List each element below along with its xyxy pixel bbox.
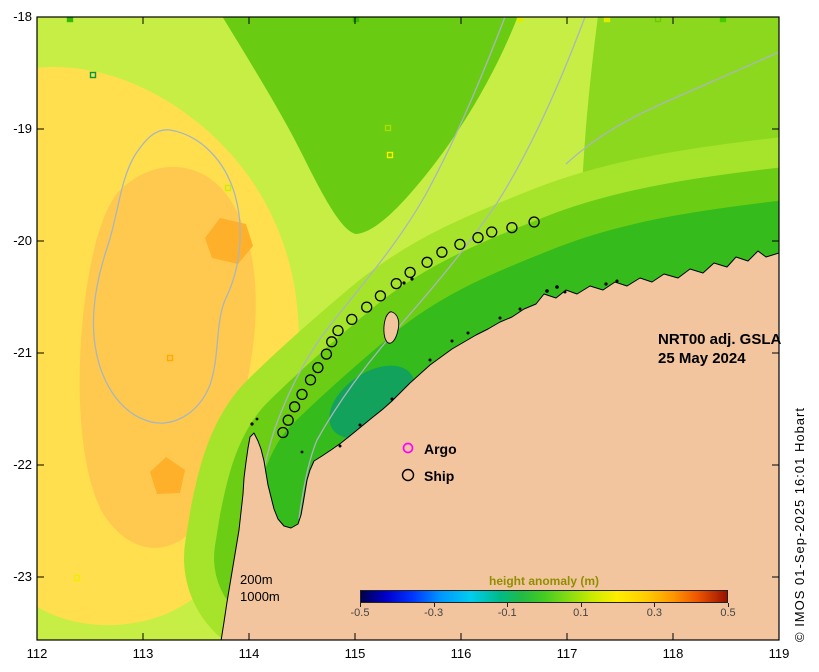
colorbar-tick-label: -0.1 bbox=[497, 607, 517, 619]
obs-marker bbox=[224, 184, 232, 192]
ship-track-point bbox=[374, 290, 387, 302]
obs-marker bbox=[352, 17, 360, 23]
colorbar-tick-mark bbox=[654, 603, 656, 607]
obs-marker bbox=[73, 574, 81, 582]
legend-argo-label: Argo bbox=[424, 441, 457, 457]
anomaly-spot-orange-north bbox=[205, 218, 253, 264]
y-tick-label: -20 bbox=[13, 233, 32, 248]
depth-label-1000m: 1000m bbox=[240, 589, 280, 604]
legend-ship-label: Ship bbox=[424, 468, 455, 484]
obs-marker bbox=[66, 17, 74, 23]
colorbar-tick-label: 0.1 bbox=[573, 607, 589, 619]
map-title-block: NRT00 adj. GSLA 25 May 2024 bbox=[658, 330, 781, 368]
ship-track-point bbox=[421, 256, 433, 268]
plot-border bbox=[36, 16, 780, 641]
anomaly-spot-orange-south bbox=[150, 457, 185, 494]
x-tick-label: 119 bbox=[768, 646, 790, 661]
obs-marker bbox=[516, 17, 524, 23]
coastline-land bbox=[220, 250, 779, 640]
ship-track-point bbox=[506, 221, 518, 234]
ship-track-point bbox=[436, 246, 448, 258]
y-tick-label: -18 bbox=[13, 9, 32, 24]
obs-marker bbox=[386, 151, 394, 159]
ship-track-point bbox=[472, 231, 484, 244]
map-layers bbox=[37, 17, 779, 640]
ship-track-point bbox=[390, 277, 402, 290]
colorbar-tick-label: 0.5 bbox=[720, 607, 736, 619]
ship-track-point bbox=[528, 216, 540, 228]
y-tick-label: -23 bbox=[13, 569, 32, 584]
y-tick-label: -19 bbox=[13, 121, 32, 136]
map-title: NRT00 adj. GSLA bbox=[658, 331, 782, 348]
colorbar-tick-mark bbox=[507, 603, 509, 607]
ship-track-point bbox=[277, 426, 289, 439]
x-tick-label: 114 bbox=[238, 646, 260, 661]
ship-track bbox=[277, 216, 540, 439]
bathymetry-contour-offshore bbox=[565, 51, 779, 165]
x-tick-label: 115 bbox=[344, 646, 366, 661]
colorbar-tick-label: 0.3 bbox=[646, 607, 663, 619]
colorbar-tick-mark bbox=[360, 603, 361, 607]
ship-track-point bbox=[312, 361, 324, 374]
ship-track-point bbox=[404, 266, 416, 279]
colorbar-tick-mark bbox=[433, 603, 435, 607]
colorbar-tick-mark bbox=[728, 603, 729, 607]
obs-marker bbox=[89, 71, 97, 79]
ship-track-point bbox=[296, 388, 308, 401]
ship-track-point bbox=[454, 238, 466, 251]
x-tick-label: 113 bbox=[132, 646, 154, 661]
legend-ship-symbol bbox=[401, 468, 415, 482]
ship-track-point bbox=[320, 348, 333, 360]
obs-marker bbox=[166, 354, 174, 362]
coastal-islets bbox=[250, 277, 619, 454]
anomaly-region-green-top bbox=[222, 17, 518, 234]
colorbar-gradient bbox=[360, 590, 728, 603]
obs-marker bbox=[719, 17, 727, 23]
legend-argo-symbol bbox=[402, 442, 414, 454]
bathymetry-contour-plateau-loop bbox=[92, 129, 241, 424]
ship-track-point bbox=[326, 336, 338, 348]
x-tick-label: 117 bbox=[556, 646, 578, 661]
obs-marker bbox=[384, 124, 392, 132]
x-tick-label: 116 bbox=[450, 646, 472, 661]
obs-marker bbox=[603, 17, 611, 23]
barrow-island bbox=[383, 311, 400, 344]
credit-text: © IMOS 01-Sep-2025 16:01 Hobart bbox=[792, 407, 807, 642]
x-tick-label: 118 bbox=[662, 646, 684, 661]
ship-track-point bbox=[346, 313, 358, 326]
obs-markers bbox=[66, 17, 727, 582]
colorbar: height anomaly (m) -0.5 -0.3 -0.1 0.1 0.3 0.5 bbox=[351, 574, 736, 619]
ship-track-point bbox=[361, 301, 373, 313]
colorbar-tick-label: -0.5 bbox=[350, 607, 370, 619]
obs-marker bbox=[654, 17, 662, 23]
map-date: 25 May 2024 bbox=[658, 350, 746, 367]
ship-track-point bbox=[282, 414, 294, 426]
depth-label-200m: 200m bbox=[240, 572, 273, 587]
ship-track-point bbox=[486, 226, 498, 238]
x-tick-label: 112 bbox=[26, 646, 48, 661]
colorbar-tick-label: -0.3 bbox=[424, 607, 444, 619]
ship-track-point bbox=[304, 374, 317, 386]
axis-ticks bbox=[36, 16, 780, 640]
y-tick-label: -21 bbox=[13, 345, 32, 360]
ship-track-point bbox=[288, 401, 301, 413]
colorbar-title: height anomaly (m) bbox=[488, 574, 599, 588]
ship-track-point bbox=[332, 324, 344, 337]
colorbar-tick-mark bbox=[580, 603, 582, 607]
y-tick-label: -22 bbox=[13, 457, 32, 472]
